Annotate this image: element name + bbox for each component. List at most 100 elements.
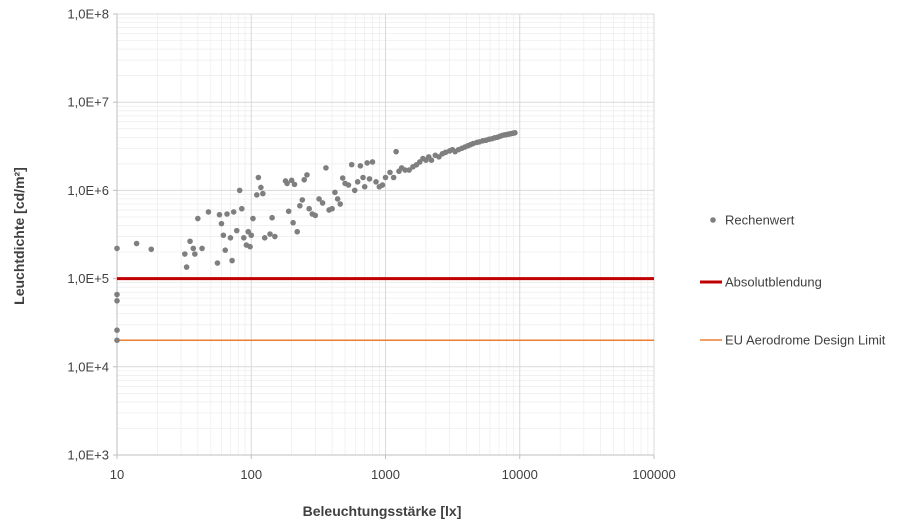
data-point [255, 174, 262, 181]
data-point [364, 160, 370, 166]
x-tick-label: 10 [110, 467, 124, 482]
data-point [393, 148, 399, 155]
data-point [182, 251, 188, 257]
data-point [240, 235, 247, 241]
data-point [214, 260, 221, 266]
data-point [512, 129, 518, 136]
data-point [114, 291, 120, 298]
data-point [254, 192, 260, 198]
x-tick-label: 100 [240, 467, 262, 482]
data-point [288, 177, 295, 184]
data-point [269, 214, 275, 221]
data-point [348, 161, 355, 168]
data-point [316, 196, 322, 202]
data-point [114, 245, 120, 252]
data-point [339, 175, 346, 181]
data-point [183, 264, 190, 270]
data-point [312, 212, 319, 219]
data-point [229, 257, 235, 264]
x-axis-title: Beleuchtungsstärke [lx] [303, 503, 462, 519]
data-point [192, 251, 198, 257]
data-point [222, 247, 229, 253]
data-point [301, 176, 308, 183]
data-point [319, 200, 326, 206]
legend-label-0: Rechenwert [725, 213, 795, 228]
data-point [306, 205, 312, 212]
data-point [361, 183, 368, 190]
y-tick-label: 1,0E+8 [67, 7, 109, 22]
data-point [220, 232, 227, 239]
data-point [230, 209, 237, 215]
data-point [133, 240, 140, 247]
legend: Rechenwert Absolutblendung EU Aerodrome De… [700, 213, 886, 348]
x-tick-labels: 10 100 1000 10000 100000 [110, 467, 676, 482]
y-tick-label: 1,0E+7 [67, 95, 109, 110]
data-point [323, 165, 329, 171]
x-tick-label: 1000 [371, 467, 400, 482]
data-point [267, 231, 273, 237]
series-points [114, 129, 518, 344]
data-point [369, 159, 376, 165]
y-tick-label: 1,0E+5 [67, 271, 109, 286]
data-point [272, 233, 278, 240]
data-point [114, 298, 120, 304]
data-point [329, 205, 335, 212]
x-tick-label: 100000 [632, 467, 675, 482]
data-point [250, 215, 256, 222]
data-point [216, 211, 223, 218]
legend-swatch-0 [710, 217, 716, 223]
y-axis-title: Leuchtdichte [cd/m²] [11, 167, 27, 305]
data-point [205, 209, 212, 215]
data-point [299, 197, 306, 203]
y-tick-labels: 1,0E+3 1,0E+4 1,0E+5 1,0E+6 1,0E+7 1,0E+8 [67, 7, 109, 463]
data-point [261, 235, 268, 241]
data-point [351, 187, 358, 194]
data-point [402, 167, 408, 173]
data-point [114, 327, 120, 333]
data-point [332, 189, 338, 196]
data-point [345, 182, 352, 188]
data-point [379, 182, 386, 188]
data-point [238, 205, 245, 212]
legend-label-1: Absolutblendung [725, 275, 822, 290]
data-point [233, 227, 240, 234]
data-point [294, 228, 301, 235]
data-point [260, 190, 266, 197]
data-point [297, 202, 303, 209]
data-point [291, 181, 298, 188]
series-lines [117, 277, 654, 341]
data-point [187, 238, 193, 245]
data-point [354, 179, 361, 185]
data-point [284, 180, 290, 187]
minor-grid [117, 14, 654, 455]
data-point [357, 163, 364, 169]
data-point [247, 243, 253, 250]
data-point [190, 245, 197, 252]
y-tick-label: 1,0E+6 [67, 183, 109, 198]
data-point [373, 179, 379, 185]
data-point [258, 184, 264, 191]
data-point [248, 232, 255, 239]
data-point [387, 169, 393, 176]
data-point [337, 201, 344, 207]
data-point [236, 187, 243, 194]
legend-label-2: EU Aerodrome Design Limit [725, 333, 886, 348]
data-point [304, 172, 310, 178]
y-tick-label: 1,0E+4 [67, 359, 109, 374]
data-point [218, 220, 225, 227]
data-point [224, 211, 230, 217]
data-point [148, 246, 155, 253]
y-tick-label: 1,0E+3 [67, 448, 109, 463]
data-point [382, 174, 389, 181]
data-point [227, 235, 234, 241]
data-point [390, 174, 397, 181]
data-point [195, 215, 201, 222]
data-point [406, 167, 412, 173]
axes [113, 13, 655, 459]
data-point [114, 337, 120, 344]
data-point [428, 157, 435, 163]
data-point [334, 196, 341, 202]
data-point [360, 174, 366, 181]
x-tick-label: 10000 [502, 467, 538, 482]
